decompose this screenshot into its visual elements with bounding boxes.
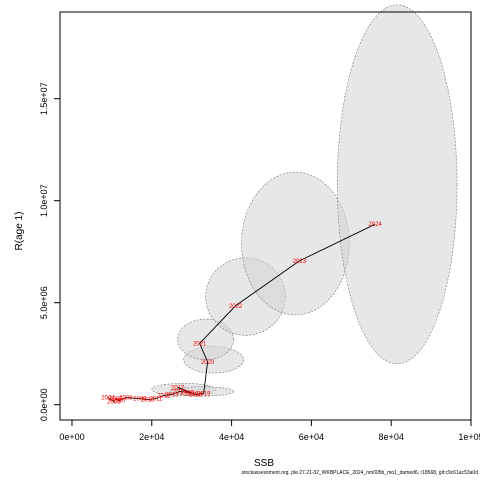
y-axis: 0.0e+00 5.0e+06 1.0e+07 1.5e+07 <box>39 82 61 421</box>
x-axis: 0e+00 2e+04 4e+04 6e+04 8e+04 1e+05 <box>59 419 480 442</box>
point-label-2021: 2021 <box>193 342 207 348</box>
point-label-2012: 2012 <box>157 394 171 400</box>
x-tick-label-5: 1e+05 <box>458 432 480 442</box>
point-label-2020: 2020 <box>201 360 215 366</box>
point-label-2011: 2011 <box>149 397 163 403</box>
x-tick-label-0: 0e+00 <box>59 432 84 442</box>
point-label-2008: 2008 <box>119 396 133 402</box>
point-label-2014: 2014 <box>173 389 187 395</box>
y-axis-title: R(age 1) <box>14 212 25 251</box>
point-label-2016: 2016 <box>185 391 199 397</box>
point-label-2006: 2006 <box>109 397 123 403</box>
point-label-2024: 2024 <box>369 222 383 228</box>
x-tick-label-2: 4e+04 <box>219 432 244 442</box>
x-tick-label-1: 2e+04 <box>139 432 164 442</box>
confidence-ellipse-2 <box>169 386 234 397</box>
y-tick-label-0: 0.0e+00 <box>39 388 49 421</box>
point-label-2013: 2013 <box>165 393 179 399</box>
x-axis-title: SSB <box>254 458 274 469</box>
y-tick-label-1: 5.0e+06 <box>39 286 49 319</box>
point-label-2010: 2010 <box>141 398 155 404</box>
source-caption: stockassessment.org, ple.27.21-32_WKBPLA… <box>241 470 478 476</box>
confidence-ellipse-7 <box>337 4 458 365</box>
confidence-ellipses <box>151 4 458 397</box>
point-label-2007: 2007 <box>113 399 127 405</box>
point-label-2015: 2015 <box>181 390 195 396</box>
confidence-ellipse-4 <box>177 318 234 361</box>
point-label-2018: 2018 <box>189 393 203 399</box>
x-tick-label-3: 6e+04 <box>299 432 324 442</box>
confidence-ellipse-6 <box>241 171 350 316</box>
point-label-2009: 2009 <box>133 397 147 403</box>
point-label-2017: 2017 <box>171 385 185 391</box>
point-label-2004: 2004 <box>101 396 115 402</box>
stock-recruit-trajectory-line <box>107 223 376 403</box>
point-label-2005: 2005 <box>107 400 121 406</box>
y-tick-label-2: 1.0e+07 <box>39 184 49 217</box>
point-label-2022: 2022 <box>229 304 243 310</box>
x-tick-label-4: 8e+04 <box>379 432 404 442</box>
point-label-2023: 2023 <box>293 259 307 265</box>
y-tick-label-3: 1.5e+07 <box>39 82 49 115</box>
point-label-2019: 2019 <box>197 391 211 397</box>
